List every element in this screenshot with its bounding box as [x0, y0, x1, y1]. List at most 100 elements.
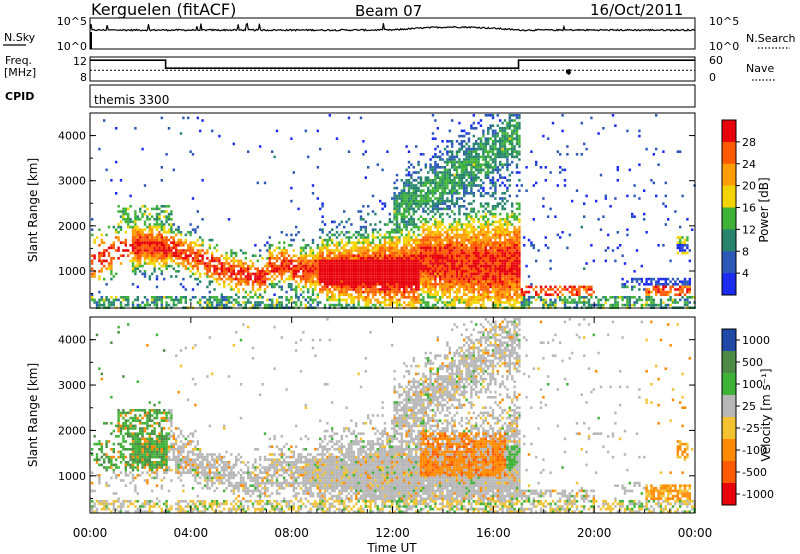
- heatmap-cell: [431, 137, 435, 140]
- heatmap-cell: [499, 223, 502, 226]
- heatmap-cell: [513, 228, 516, 231]
- heatmap-cell: [391, 259, 394, 263]
- heatmap-cell: [518, 301, 521, 304]
- heatmap-cell: [124, 231, 127, 234]
- heatmap-cell: [403, 280, 406, 283]
- heatmap-cell: [410, 246, 413, 250]
- heatmap-cell: [448, 233, 451, 237]
- heatmap-cell: [331, 228, 334, 231]
- heatmap-cell: [345, 285, 348, 289]
- heatmap-cell: [148, 233, 151, 237]
- heatmap-cell: [494, 168, 497, 172]
- heatmap-cell: [511, 272, 514, 276]
- heatmap-cell: [429, 218, 432, 221]
- heatmap-cell: [160, 254, 163, 257]
- heatmap-cell: [470, 171, 473, 174]
- heatmap-cell: [506, 264, 509, 268]
- heatmap-cell: [347, 116, 351, 120]
- heatmap-cell: [199, 244, 202, 247]
- heatmap-cell: [489, 194, 492, 198]
- heatmap-cell: [429, 168, 432, 172]
- heatmap-cell: [506, 160, 509, 164]
- heatmap-cell: [391, 272, 394, 276]
- heatmap-cell: [283, 264, 286, 268]
- heatmap-cell: [554, 298, 557, 302]
- heatmap-cell: [381, 285, 384, 289]
- heatmap-cell: [431, 189, 435, 192]
- heatmap-cell: [494, 132, 497, 135]
- heatmap-cell: [460, 249, 463, 252]
- heatmap-cell: [139, 241, 142, 244]
- heatmap-cell: [321, 270, 324, 273]
- heatmap-cell: [338, 290, 341, 294]
- heatmap-cell: [103, 264, 106, 268]
- heatmap-cell: [391, 262, 394, 265]
- heatmap-cell: [328, 283, 331, 286]
- heatmap-cell: [475, 179, 478, 182]
- heatmap-cell: [448, 158, 451, 161]
- heatmap-cell: [220, 293, 223, 296]
- heatmap-cell: [165, 259, 168, 263]
- heatmap-cell: [326, 251, 329, 255]
- heatmap-cell: [412, 303, 415, 307]
- heatmap-cell: [304, 254, 307, 257]
- heatmap-cell: [501, 280, 504, 283]
- heatmap-cell: [487, 155, 490, 159]
- heatmap-cell: [319, 280, 322, 283]
- heatmap-cell: [307, 301, 310, 304]
- heatmap-cell: [472, 210, 475, 213]
- heatmap-cell: [371, 275, 375, 278]
- heatmap-cell: [124, 249, 127, 252]
- heatmap-cell: [434, 251, 437, 255]
- heatmap-cell: [455, 296, 459, 299]
- heatmap-cell: [223, 296, 226, 299]
- heatmap-cell: [448, 303, 451, 307]
- heatmap-cell: [328, 114, 331, 117]
- heatmap-cell: [170, 251, 173, 255]
- heatmap-cell: [458, 288, 461, 291]
- heatmap-cell: [451, 298, 454, 302]
- heatmap-cell: [369, 290, 372, 294]
- heatmap-cell: [343, 259, 346, 263]
- heatmap-cell: [491, 142, 495, 146]
- heatmap-cell: [307, 262, 310, 265]
- heatmap-cell: [434, 277, 437, 281]
- heatmap-cell: [482, 134, 485, 138]
- heatmap-cell: [343, 277, 346, 281]
- heatmap-cell: [343, 264, 346, 268]
- heatmap-cell: [515, 251, 519, 255]
- heatmap-cell: [170, 246, 173, 250]
- heatmap-cell: [127, 215, 130, 218]
- heatmap-cell: [263, 272, 267, 276]
- heatmap-cell: [381, 207, 384, 211]
- heatmap-cell: [506, 277, 509, 281]
- heatmap-cell: [453, 166, 456, 169]
- heatmap-cell: [398, 262, 401, 265]
- heatmap-cell: [254, 303, 257, 307]
- heatmap-cell: [499, 140, 502, 143]
- heatmap-cell: [367, 301, 370, 304]
- heatmap-cell: [494, 153, 497, 156]
- heatmap-cell: [307, 270, 310, 273]
- heatmap-cell: [153, 225, 156, 229]
- heatmap-cell: [225, 298, 228, 302]
- heatmap-cell: [455, 173, 459, 177]
- heatmap-cell: [491, 181, 495, 185]
- heatmap-cell: [477, 272, 480, 276]
- heatmap-cell: [316, 262, 319, 265]
- heatmap-cell: [131, 283, 135, 286]
- heatmap-cell: [379, 301, 382, 304]
- heatmap-cell: [503, 228, 507, 231]
- heatmap-cell: [179, 251, 183, 255]
- heatmap-cell: [451, 184, 454, 187]
- heatmap-cell: [321, 231, 324, 234]
- heatmap-cell: [453, 283, 456, 286]
- heatmap-cell: [261, 267, 264, 270]
- heatmap-cell: [446, 249, 449, 252]
- heatmap-cell: [247, 272, 250, 276]
- heatmap-cell: [213, 246, 216, 250]
- heatmap-cell: [513, 233, 516, 237]
- heatmap-cell: [177, 244, 180, 247]
- heatmap-cell: [441, 140, 444, 143]
- heatmap-cell: [419, 192, 423, 195]
